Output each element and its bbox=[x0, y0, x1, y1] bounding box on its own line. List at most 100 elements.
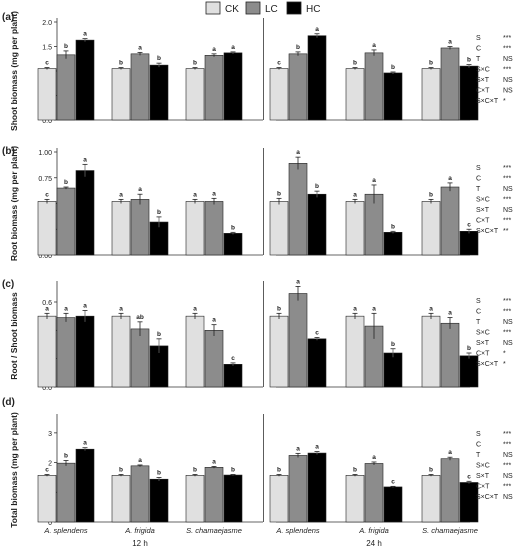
y-tick-label: 2.0 bbox=[42, 20, 52, 27]
bar-group: b a a bbox=[269, 444, 327, 523]
bar-lc bbox=[56, 462, 76, 523]
significance-letter: a bbox=[296, 278, 300, 285]
bar-lc bbox=[130, 328, 150, 388]
bar-lc bbox=[288, 53, 308, 121]
significance-letter: b bbox=[277, 305, 281, 312]
stat-significance: *** bbox=[503, 484, 511, 491]
significance-letter: c bbox=[45, 466, 49, 473]
stat-significance: *** bbox=[503, 67, 511, 74]
significance-letter: c bbox=[45, 60, 49, 67]
stat-label: S bbox=[476, 35, 481, 42]
bar-ck bbox=[37, 201, 57, 256]
bar-lc bbox=[440, 322, 460, 388]
significance-letter: b bbox=[296, 44, 300, 51]
stat-significance: *** bbox=[503, 197, 511, 204]
significance-letter: a bbox=[372, 177, 376, 184]
significance-letter: a bbox=[64, 305, 68, 312]
bar-group: c b a bbox=[37, 31, 95, 121]
significance-letter: b bbox=[119, 466, 123, 473]
stat-label: S×C×T bbox=[476, 228, 499, 235]
bar-hc bbox=[149, 478, 169, 523]
significance-letter: b bbox=[391, 64, 395, 71]
significance-letter: a bbox=[429, 305, 433, 312]
panel-letter: (a) bbox=[2, 12, 14, 23]
stat-label: S×C×T bbox=[476, 98, 499, 105]
bar-ck bbox=[37, 68, 57, 121]
significance-letter: a bbox=[119, 305, 123, 312]
significance-letter: b bbox=[157, 469, 161, 476]
stat-significance: ** bbox=[503, 228, 509, 235]
y-tick-label: 0.0 bbox=[42, 385, 52, 392]
significance-letter: a bbox=[296, 149, 300, 156]
significance-letter: a bbox=[193, 191, 197, 198]
bar-ck bbox=[111, 475, 131, 523]
stat-significance: *** bbox=[503, 463, 511, 470]
bar-group: c b a bbox=[37, 440, 95, 523]
bar-lc bbox=[440, 458, 460, 523]
significance-letter: b bbox=[391, 341, 395, 348]
significance-letter: b bbox=[429, 466, 433, 473]
panel-2: (b)Root biomass (mg per plant)0.000.250.… bbox=[2, 146, 513, 261]
species-label: S. chamaejasme bbox=[186, 526, 242, 535]
bar-lc bbox=[204, 201, 224, 256]
stat-label: T bbox=[476, 319, 481, 326]
bar-group: a a b bbox=[421, 305, 479, 388]
bar-lc bbox=[56, 54, 76, 121]
stat-label: C bbox=[476, 46, 481, 53]
significance-letter: b bbox=[64, 179, 68, 186]
stat-significance: *** bbox=[503, 309, 511, 316]
significance-letter: a bbox=[212, 458, 216, 465]
y-tick-label: 0 bbox=[48, 520, 52, 527]
significance-letter: b bbox=[157, 209, 161, 216]
stat-significance: NS bbox=[503, 186, 513, 193]
significance-letter: c bbox=[315, 329, 319, 336]
significance-letter: a bbox=[138, 186, 142, 193]
bar-group: a a b bbox=[185, 190, 243, 256]
bar-hc bbox=[75, 448, 95, 523]
y-tick-label: 0.00 bbox=[38, 253, 52, 260]
legend-swatch-ck bbox=[205, 1, 221, 15]
legend-swatch-lc bbox=[245, 1, 261, 15]
bar-ck bbox=[269, 201, 289, 256]
bar-lc bbox=[288, 163, 308, 256]
bar-lc bbox=[130, 199, 150, 256]
bar-lc bbox=[288, 293, 308, 388]
significance-letter: a bbox=[296, 445, 300, 452]
significance-letter: c bbox=[391, 478, 395, 485]
bar-ck bbox=[421, 68, 441, 121]
significance-letter: a bbox=[353, 305, 357, 312]
stat-label: C bbox=[476, 309, 481, 316]
stat-significance: NS bbox=[503, 494, 513, 501]
bar-lc bbox=[364, 463, 384, 523]
stat-label: S×T bbox=[476, 473, 490, 480]
significance-letter: b bbox=[467, 57, 471, 64]
stat-significance: *** bbox=[503, 298, 511, 305]
bar-ck bbox=[345, 201, 365, 256]
stat-label: S bbox=[476, 298, 481, 305]
bar-lc bbox=[204, 330, 224, 388]
stat-label: C bbox=[476, 442, 481, 449]
bar-group: b a b bbox=[421, 39, 479, 121]
bar-hc bbox=[307, 193, 327, 256]
significance-letter: b bbox=[353, 466, 357, 473]
stat-significance: *** bbox=[503, 442, 511, 449]
significance-letter: c bbox=[467, 221, 471, 228]
stat-significance: NS bbox=[503, 56, 513, 63]
significance-letter: b bbox=[429, 191, 433, 198]
stat-label: C×T bbox=[476, 218, 490, 225]
bar-ck bbox=[37, 475, 57, 523]
significance-letter: a bbox=[138, 457, 142, 464]
panel-4: (d)Total biomass (mg per plant)0123cbaba… bbox=[2, 397, 513, 528]
bar-group: b a a bbox=[185, 44, 243, 121]
bar-group: b a b bbox=[111, 44, 169, 121]
significance-letter: b bbox=[64, 43, 68, 50]
time-label-12h: 12 h bbox=[132, 539, 148, 548]
bar-group: b a c bbox=[269, 278, 327, 388]
bar-ck bbox=[421, 475, 441, 523]
bar-lc bbox=[130, 465, 150, 523]
stat-significance: *** bbox=[503, 431, 511, 438]
significance-letter: a bbox=[83, 156, 87, 163]
stat-label: S×C bbox=[476, 463, 490, 470]
bar-lc bbox=[56, 317, 76, 388]
